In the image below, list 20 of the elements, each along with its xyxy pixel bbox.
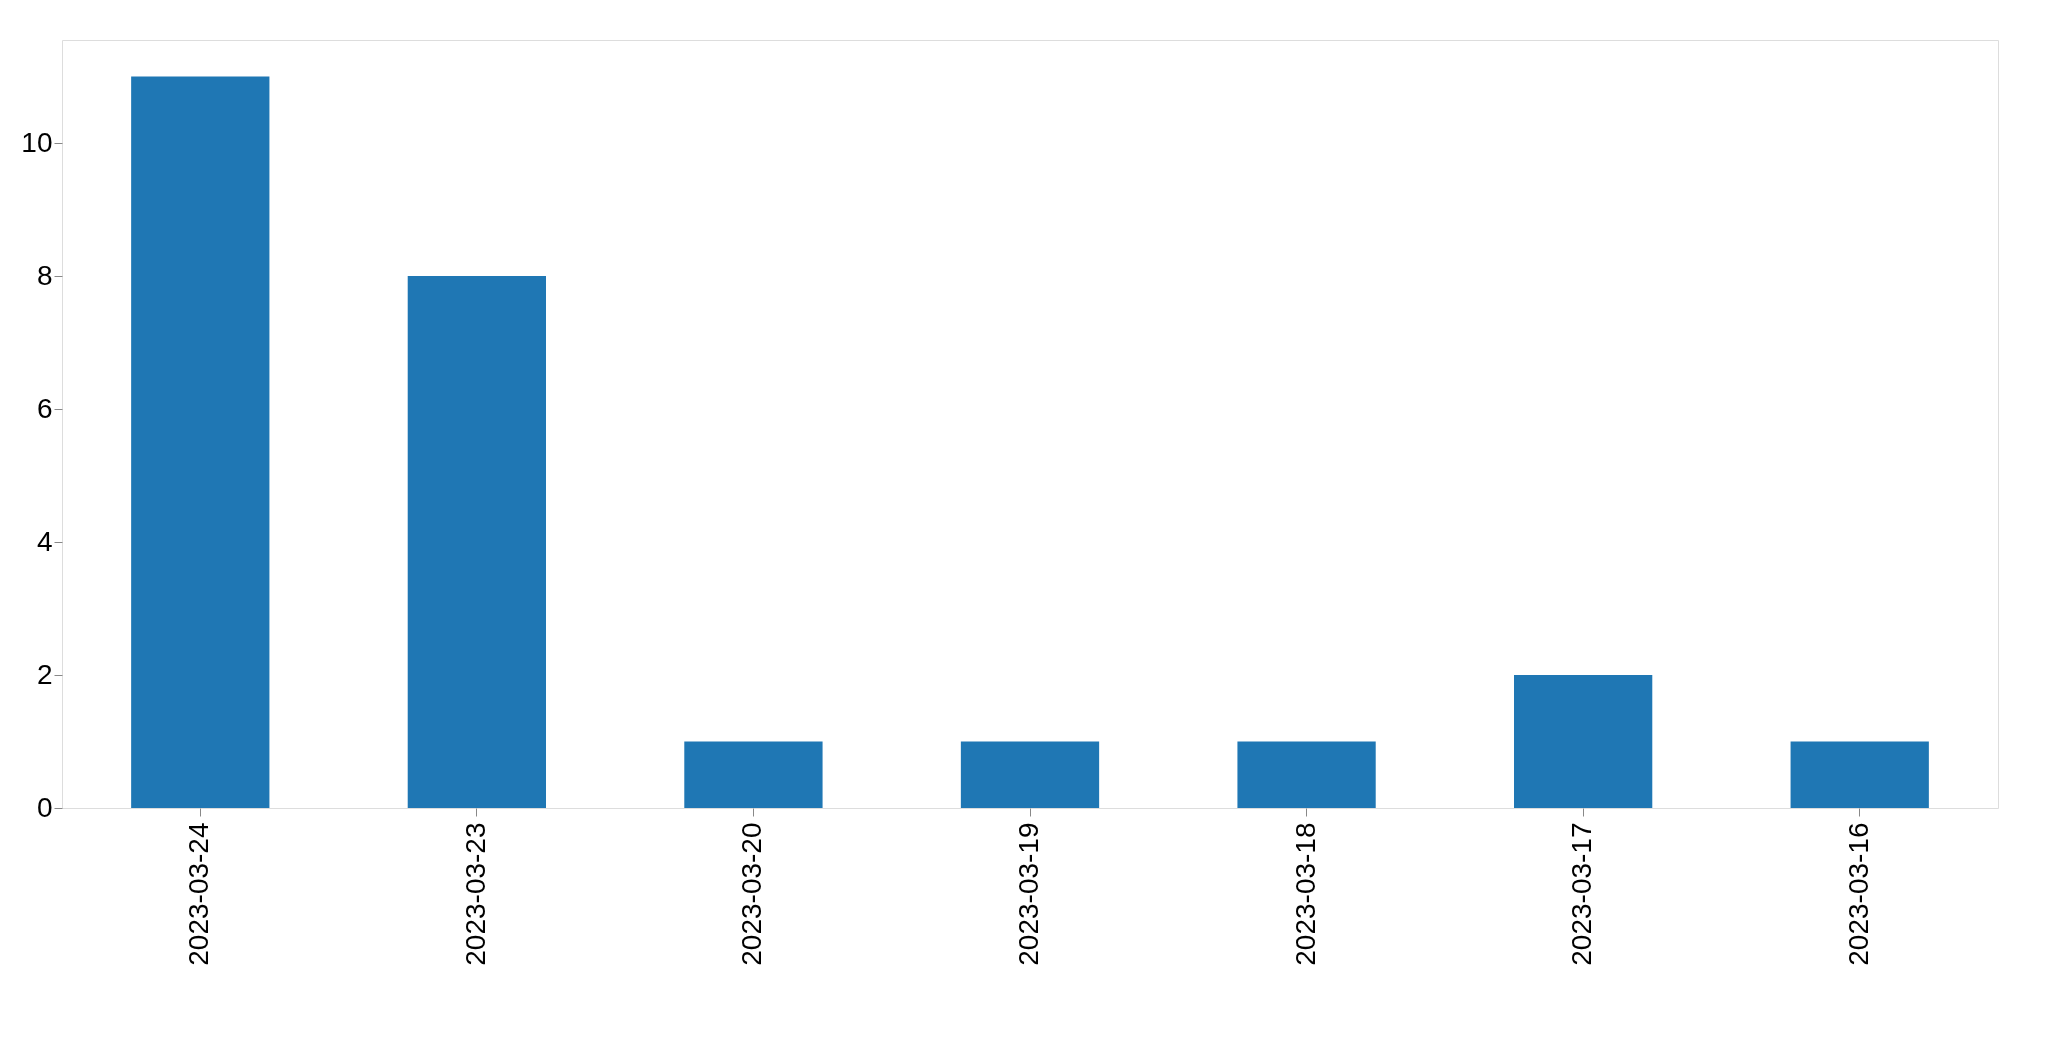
bar [960, 741, 1100, 808]
x-tick-label: 2023-03-17 [1566, 822, 1598, 966]
x-tick-label: 2023-03-16 [1842, 822, 1874, 966]
x-tick-label: 2023-03-18 [1289, 822, 1321, 966]
bar [131, 76, 270, 808]
bar [1514, 675, 1653, 808]
y-tick-label: 0 [36, 791, 53, 823]
y-tick-label: 6 [36, 392, 53, 424]
x-tick-label: 2023-03-23 [459, 822, 491, 966]
bar [1790, 741, 1929, 808]
y-tick-label: 8 [36, 259, 53, 291]
bar [407, 276, 546, 808]
bar [684, 741, 823, 808]
y-tick-label: 4 [36, 525, 53, 557]
x-tick-label: 2023-03-20 [736, 822, 768, 966]
y-tick-label: 10 [21, 126, 53, 158]
x-tick-label: 2023-03-19 [1013, 822, 1044, 966]
y-tick-label: 2 [36, 658, 53, 690]
x-tick-label: 2023-03-24 [183, 822, 215, 966]
bar [1237, 741, 1376, 808]
